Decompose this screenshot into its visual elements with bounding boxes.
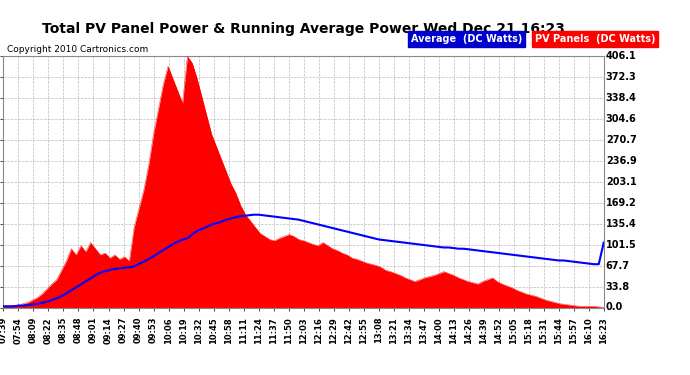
Text: 14:52: 14:52 xyxy=(494,317,503,344)
Text: 11:11: 11:11 xyxy=(239,317,248,344)
Text: 07:39: 07:39 xyxy=(0,317,8,343)
Text: PV Panels  (DC Watts): PV Panels (DC Watts) xyxy=(535,34,656,44)
Text: 14:39: 14:39 xyxy=(479,317,489,344)
Text: 13:47: 13:47 xyxy=(419,317,428,344)
Text: 15:44: 15:44 xyxy=(554,317,563,344)
Text: 14:13: 14:13 xyxy=(449,317,458,344)
Text: 135.4: 135.4 xyxy=(606,219,637,229)
Text: 13:34: 13:34 xyxy=(404,317,413,344)
Text: 236.9: 236.9 xyxy=(606,156,637,166)
Text: 270.7: 270.7 xyxy=(606,135,637,145)
Text: 16:23: 16:23 xyxy=(599,317,609,344)
Text: 12:03: 12:03 xyxy=(299,317,308,344)
Text: 09:14: 09:14 xyxy=(104,317,113,344)
Text: 08:48: 08:48 xyxy=(74,317,83,344)
Text: 10:06: 10:06 xyxy=(164,317,173,344)
Text: 10:58: 10:58 xyxy=(224,317,233,344)
Text: 203.1: 203.1 xyxy=(606,177,637,187)
Text: 11:50: 11:50 xyxy=(284,317,293,344)
Text: 09:01: 09:01 xyxy=(89,317,98,344)
Text: 12:55: 12:55 xyxy=(359,317,368,344)
Text: Total PV Panel Power & Running Average Power Wed Dec 21 16:23: Total PV Panel Power & Running Average P… xyxy=(42,22,565,36)
Text: 304.6: 304.6 xyxy=(606,114,637,124)
Text: 14:00: 14:00 xyxy=(434,317,443,344)
Text: 11:37: 11:37 xyxy=(269,317,278,344)
Text: Copyright 2010 Cartronics.com: Copyright 2010 Cartronics.com xyxy=(7,45,148,54)
Text: 10:32: 10:32 xyxy=(194,317,203,344)
Text: 372.3: 372.3 xyxy=(606,72,637,82)
Text: Average  (DC Watts): Average (DC Watts) xyxy=(411,34,522,44)
Text: 406.1: 406.1 xyxy=(606,51,637,61)
Text: 08:22: 08:22 xyxy=(44,317,53,344)
Text: 08:09: 08:09 xyxy=(29,317,38,343)
Text: 12:42: 12:42 xyxy=(344,317,353,344)
Text: 0.0: 0.0 xyxy=(606,303,623,312)
Text: 67.7: 67.7 xyxy=(606,261,630,271)
Text: 14:26: 14:26 xyxy=(464,317,473,344)
Text: 169.2: 169.2 xyxy=(606,198,637,208)
Text: 07:54: 07:54 xyxy=(14,317,23,344)
Text: 33.8: 33.8 xyxy=(606,282,630,292)
Text: 11:24: 11:24 xyxy=(254,317,263,344)
Text: 13:08: 13:08 xyxy=(374,317,383,344)
Text: 12:29: 12:29 xyxy=(329,317,338,344)
Text: 09:27: 09:27 xyxy=(119,317,128,344)
Text: 10:19: 10:19 xyxy=(179,317,188,344)
Text: 08:35: 08:35 xyxy=(59,317,68,344)
Text: 101.5: 101.5 xyxy=(606,240,637,250)
Text: 15:31: 15:31 xyxy=(539,317,549,344)
Text: 10:45: 10:45 xyxy=(209,317,218,344)
Text: 15:05: 15:05 xyxy=(509,317,518,344)
Text: 15:18: 15:18 xyxy=(524,317,533,344)
Text: 338.4: 338.4 xyxy=(606,93,637,103)
Text: 15:57: 15:57 xyxy=(569,317,578,344)
Text: 09:40: 09:40 xyxy=(134,317,143,344)
Text: 16:10: 16:10 xyxy=(584,317,593,344)
Text: 09:53: 09:53 xyxy=(149,317,158,344)
Text: 13:21: 13:21 xyxy=(389,317,398,344)
Text: 12:16: 12:16 xyxy=(314,317,323,344)
